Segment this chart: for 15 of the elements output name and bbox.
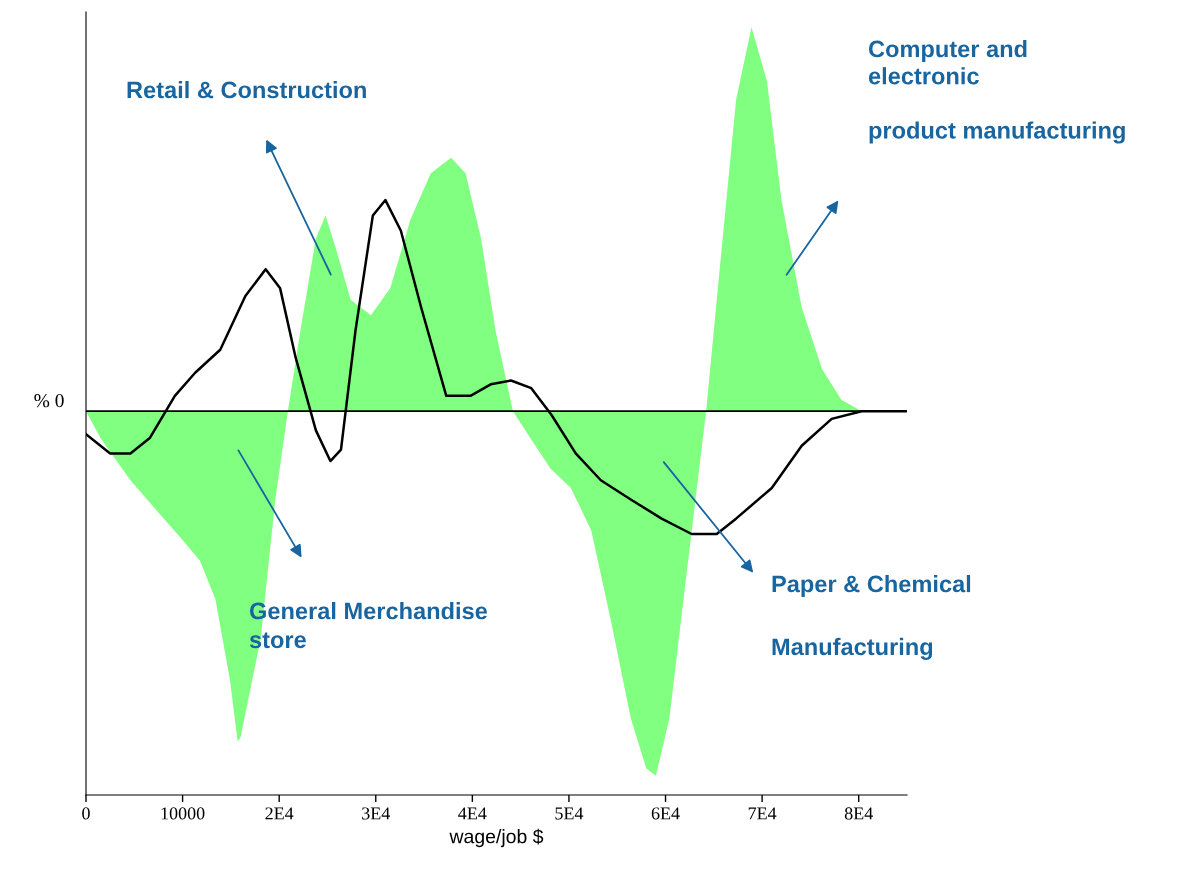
x-tick-label: 8E4 [844, 807, 873, 820]
text: Paper & Chemical Manufacturing [772, 575, 971, 660]
x-tick-label: 3E4 [362, 807, 391, 820]
x-tick-label: 4E4 [458, 807, 487, 820]
text: Computer and electronic product manufacturing [868, 40, 1125, 144]
x-tick-label: 10000 [161, 807, 205, 820]
x-axis-title: wage/job $ [449, 828, 544, 848]
x-tick-label: 0 [82, 807, 90, 820]
x-tick-label: 6E4 [651, 807, 680, 820]
x-tick-label: 2E4 [265, 807, 294, 820]
y-axis-title: % 0 [34, 394, 64, 408]
annotation: General Merchandise store [249, 602, 488, 649]
x-tick-label: 5E4 [555, 807, 584, 820]
x-tick-label: 7E4 [748, 807, 777, 820]
annotation: Retail & Construction [127, 81, 366, 99]
